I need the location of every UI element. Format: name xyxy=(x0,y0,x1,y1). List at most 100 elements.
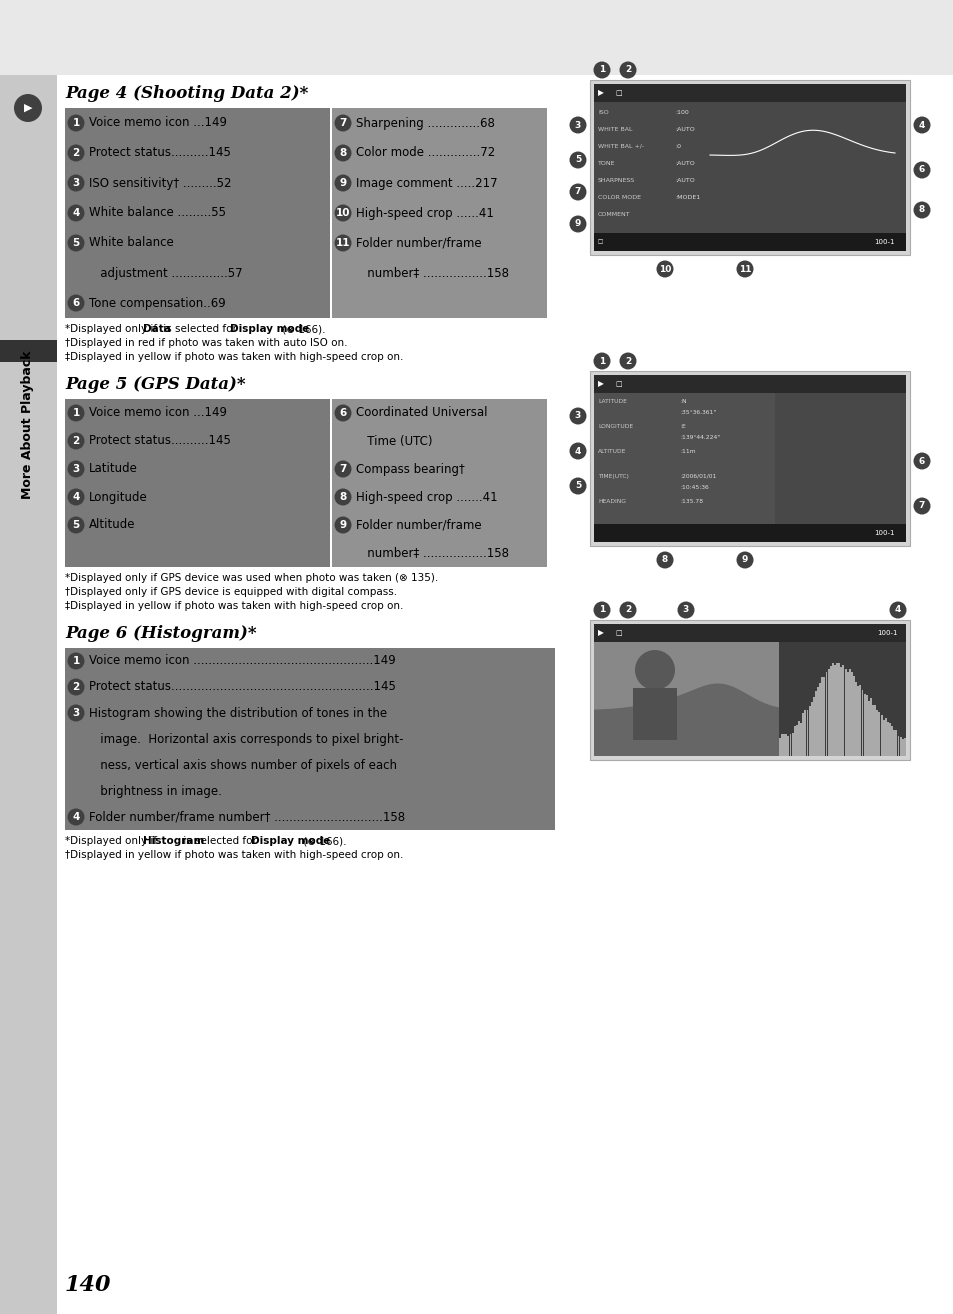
Circle shape xyxy=(335,145,351,162)
Text: 2: 2 xyxy=(624,606,631,615)
Text: :E: :E xyxy=(679,424,685,428)
Text: High-speed crop ......41: High-speed crop ......41 xyxy=(355,206,494,219)
Circle shape xyxy=(68,678,85,695)
Bar xyxy=(865,695,867,756)
Circle shape xyxy=(68,704,85,721)
Text: Folder number/frame number† .............................158: Folder number/frame number† ............… xyxy=(89,811,405,824)
Text: 11: 11 xyxy=(738,264,750,273)
Bar xyxy=(827,669,829,756)
Text: 7: 7 xyxy=(339,464,346,474)
Bar xyxy=(594,84,905,102)
Bar xyxy=(795,725,797,756)
Circle shape xyxy=(335,460,351,477)
Text: Display mode: Display mode xyxy=(251,836,330,846)
Text: *Displayed only if: *Displayed only if xyxy=(65,836,160,846)
Text: □: □ xyxy=(598,239,602,244)
Bar xyxy=(843,669,845,756)
Text: Voice memo icon ...149: Voice memo icon ...149 xyxy=(89,117,227,130)
Bar xyxy=(0,340,57,361)
Text: brightness in image.: brightness in image. xyxy=(89,784,222,798)
Bar xyxy=(831,662,833,756)
Bar xyxy=(784,735,786,756)
Text: 3: 3 xyxy=(72,464,79,474)
Text: Sharpening ..............68: Sharpening ..............68 xyxy=(355,117,495,130)
Text: 5: 5 xyxy=(575,155,580,164)
Bar xyxy=(857,686,859,756)
Text: 2: 2 xyxy=(624,356,631,365)
Text: 9: 9 xyxy=(741,556,747,565)
Text: 10: 10 xyxy=(335,208,350,218)
Text: 2: 2 xyxy=(72,148,79,158)
Text: number‡ .................158: number‡ .................158 xyxy=(355,547,509,560)
Circle shape xyxy=(593,602,610,619)
Bar xyxy=(65,108,330,318)
Text: More About Playback: More About Playback xyxy=(22,351,34,499)
Circle shape xyxy=(618,602,636,619)
Text: 7: 7 xyxy=(339,118,346,127)
Bar xyxy=(594,102,905,237)
Bar xyxy=(789,735,791,756)
Text: Protect status......................................................145: Protect status..........................… xyxy=(89,681,395,694)
Circle shape xyxy=(68,432,85,449)
Bar xyxy=(594,643,779,756)
Text: ▶: ▶ xyxy=(598,88,603,97)
Text: ness, vertical axis shows number of pixels of each: ness, vertical axis shows number of pixe… xyxy=(89,758,396,771)
Circle shape xyxy=(335,175,351,192)
Text: Tone compensation..69: Tone compensation..69 xyxy=(89,297,226,310)
Text: 4: 4 xyxy=(72,812,80,823)
Bar xyxy=(840,668,841,756)
Circle shape xyxy=(68,294,85,311)
Text: 5: 5 xyxy=(72,238,79,248)
Bar xyxy=(822,677,824,756)
Text: □: □ xyxy=(615,89,621,96)
Text: :2006/01/01: :2006/01/01 xyxy=(679,474,716,480)
Circle shape xyxy=(593,62,610,79)
Circle shape xyxy=(736,552,753,569)
Text: :135.78: :135.78 xyxy=(679,499,702,505)
Circle shape xyxy=(593,352,610,369)
Bar xyxy=(594,374,905,393)
Text: ‡Displayed in yellow if photo was taken with high-speed crop on.: ‡Displayed in yellow if photo was taken … xyxy=(65,600,403,611)
Text: ▶: ▶ xyxy=(24,102,32,113)
Text: 11: 11 xyxy=(335,238,350,248)
Text: †Displayed only if GPS device is equipped with digital compass.: †Displayed only if GPS device is equippe… xyxy=(65,587,396,597)
Text: ‡Displayed in yellow if photo was taken with high-speed crop on.: ‡Displayed in yellow if photo was taken … xyxy=(65,352,403,361)
Text: Page 6 (Histogram)*: Page 6 (Histogram)* xyxy=(65,625,256,643)
Bar xyxy=(846,673,848,756)
Text: Folder number/frame: Folder number/frame xyxy=(355,237,481,250)
Bar xyxy=(65,648,555,830)
Text: White balance: White balance xyxy=(89,237,173,250)
Text: :11m: :11m xyxy=(679,449,695,455)
Bar xyxy=(869,698,871,756)
Text: 1: 1 xyxy=(72,409,79,418)
Bar xyxy=(890,725,892,756)
Text: 100-1: 100-1 xyxy=(877,629,897,636)
Circle shape xyxy=(335,489,351,506)
Circle shape xyxy=(635,650,675,690)
Text: LATITUDE: LATITUDE xyxy=(598,399,626,403)
Circle shape xyxy=(68,175,85,192)
Text: *Displayed only if: *Displayed only if xyxy=(65,325,160,334)
Text: (⊗ 166).: (⊗ 166). xyxy=(279,325,326,334)
Text: Compass bearing†: Compass bearing† xyxy=(355,463,464,476)
Circle shape xyxy=(913,201,929,218)
Text: 6: 6 xyxy=(72,298,79,307)
Circle shape xyxy=(569,477,586,494)
Text: 3: 3 xyxy=(575,411,580,420)
Circle shape xyxy=(68,516,85,533)
Circle shape xyxy=(888,602,905,619)
Text: Protect status..........145: Protect status..........145 xyxy=(89,146,231,159)
Text: 4: 4 xyxy=(894,606,901,615)
Bar xyxy=(859,685,861,756)
Text: :100: :100 xyxy=(675,110,688,116)
Circle shape xyxy=(335,234,351,251)
Text: Display mode: Display mode xyxy=(230,325,309,334)
Bar xyxy=(852,675,854,756)
Bar xyxy=(819,683,821,756)
Text: :MODE1: :MODE1 xyxy=(675,194,700,200)
Bar xyxy=(0,0,57,1314)
Bar xyxy=(779,738,781,756)
Circle shape xyxy=(913,452,929,469)
Bar xyxy=(824,673,826,756)
Bar xyxy=(589,620,909,759)
